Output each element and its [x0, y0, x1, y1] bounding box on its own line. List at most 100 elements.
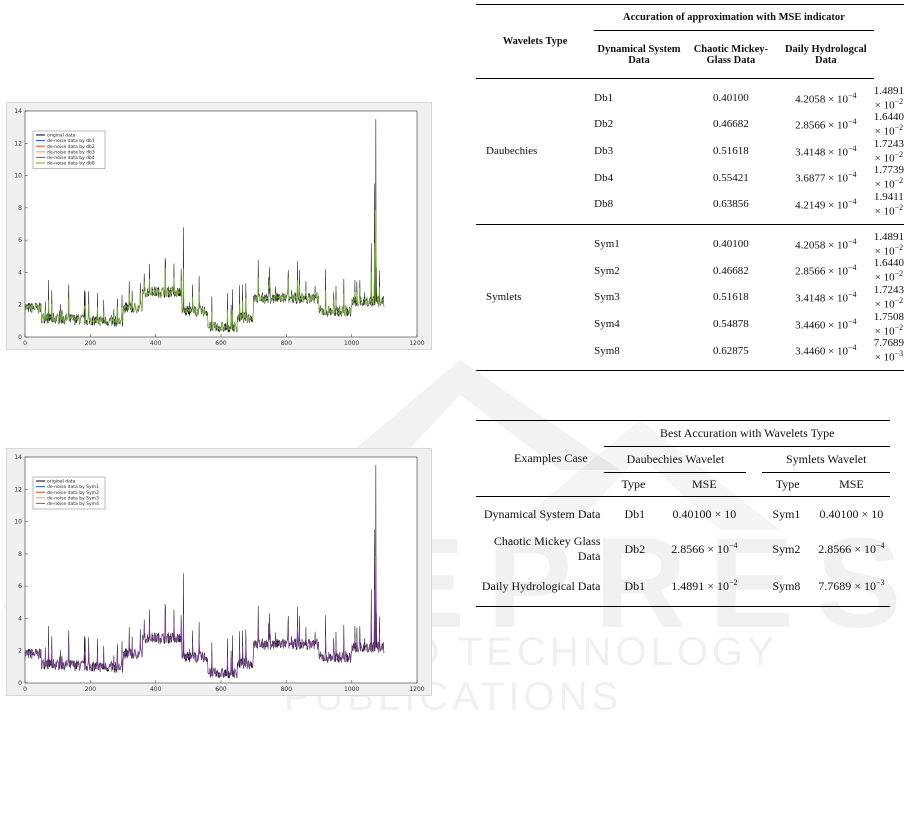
- table-row: Db8 0.63856 4.2149 × 10−4 1.9411 × 10−2: [476, 191, 904, 225]
- hydro-exponent: −2: [894, 203, 904, 213]
- denoise-data-line: [24, 210, 385, 332]
- x-tick-label: 200: [85, 686, 97, 693]
- chaotic-mse-cell: 4.2149 × 10−4: [777, 191, 874, 225]
- table-row: Dynamical System Data Db1 0.40100 × 10 Sym1…: [476, 497, 890, 532]
- chaotic-mse-cell: 2.8566 × 10−4: [795, 263, 857, 279]
- x-tick-label: 800: [281, 340, 293, 347]
- x-tick-label: 0: [23, 340, 27, 347]
- db-mse-cell: 0.40100 × 10: [672, 507, 737, 522]
- hydro-mse-cell: 1.7243 × 10−2: [873, 137, 904, 165]
- chaotic-mantissa: 4.2149: [795, 199, 826, 212]
- x-tick-label: 600: [215, 686, 227, 693]
- legend-entry: de-noise data by Sym3: [47, 495, 99, 501]
- plot-daubechies-svg: 0 200 400 600 800 1000 1200 0 2 4 6 8 10 12 14 original…: [14, 108, 424, 347]
- db-mse-exponent: −2: [729, 578, 738, 588]
- hydro-exponent: −2: [894, 269, 904, 279]
- header-symlets-wavelet: Symlets Wavelet: [762, 446, 890, 473]
- legend-entry: original data: [47, 133, 76, 139]
- table-row: Sym8 0.62875 3.4460 × 10−4 7.7689 × 10−3: [476, 337, 904, 372]
- dynamical-mse-cell: 0.46682: [713, 118, 749, 131]
- wavelet-type-cell: Db4: [594, 171, 614, 184]
- y-tick-label: 2: [18, 648, 22, 655]
- db-mse-cell: 2.8566 × 10−4: [671, 541, 738, 556]
- header-accuration: Accuration of approximation with MSE ind…: [594, 4, 874, 31]
- hydro-mantissa: 1.4891: [873, 84, 904, 97]
- chaotic-exponent: −4: [848, 143, 857, 153]
- sym-mse-mantissa: 2.8566: [818, 542, 852, 556]
- sym-mse-cell: 7.7689 × 10−3: [812, 566, 890, 607]
- table-row: Db4 0.55421 3.6877 × 10−4 1.7739 × 10−2: [476, 164, 904, 191]
- chaotic-mantissa: 4.2058: [795, 239, 826, 252]
- db-type-cell: Db1: [604, 566, 663, 607]
- wavelet-type-cell: Db8: [594, 191, 684, 225]
- chaotic-mantissa: 3.4460: [795, 319, 826, 332]
- y-tick-label: 6: [18, 237, 22, 244]
- sym-type-cell: Sym1: [772, 506, 801, 521]
- col-chaotic: Chaotic Mickey-Glass Data: [683, 30, 778, 79]
- hydro-exponent: −3: [894, 349, 904, 359]
- hydro-mantissa: 1.4891: [873, 230, 904, 243]
- db-type-cell: Db2: [624, 541, 646, 556]
- legend-entry: de-noise data by db4: [47, 155, 95, 161]
- y-tick-label: 8: [18, 551, 22, 558]
- table-row: Db3 0.51618 3.4148 × 10−4 1.7243 × 10−2: [476, 138, 904, 165]
- chaotic-mse-cell: 3.4148 × 10−4: [795, 143, 857, 159]
- chaotic-exponent: −4: [848, 343, 857, 353]
- hydro-mantissa: 1.7243: [873, 137, 904, 150]
- y-tick-label: 10: [14, 519, 22, 526]
- y-tick-label: 4: [18, 615, 22, 622]
- hydro-mantissa: 1.7508: [873, 310, 904, 323]
- x-tick-label: 0: [23, 686, 27, 693]
- db-mse-mantissa: 0.40100: [672, 507, 712, 522]
- sym-type-cell: Sym8: [762, 566, 813, 607]
- wavelet-type-cell: Sym3: [594, 291, 620, 304]
- table-row: Db2 0.46682 2.8566 × 10−4 1.6440 × 10−2: [476, 111, 904, 138]
- dynamical-mse-cell: 0.55421: [713, 171, 749, 184]
- hydro-exponent: −2: [894, 149, 904, 159]
- y-tick-label: 6: [18, 583, 22, 590]
- x-tick-label: 1200: [409, 340, 424, 347]
- chaotic-mantissa: 3.4148: [795, 292, 826, 305]
- chaotic-mantissa: 3.6877: [795, 173, 826, 186]
- y-tick-label: 8: [18, 205, 22, 212]
- y-tick-label: 12: [14, 486, 22, 493]
- chaotic-mse-cell: 3.4148 × 10−4: [795, 290, 857, 305]
- mse-approximation-table: Wavelets Type Accuration of approximatio…: [476, 4, 904, 372]
- y-tick-label: 0: [18, 680, 22, 687]
- example-case-cell: Daily Hydrological Data: [476, 566, 605, 607]
- chaotic-mantissa: 2.8566: [795, 266, 826, 279]
- sym-mse-cell: 2.8566 × 10−4: [818, 541, 885, 556]
- hydro-exponent: −2: [894, 123, 904, 133]
- hydro-mse-cell: 1.7508 × 10−2: [873, 310, 904, 338]
- y-tick-label: 0: [18, 334, 22, 341]
- legend-entry: de-noise data by db3: [47, 149, 95, 155]
- db-mse-mantissa: 2.8566: [671, 542, 705, 556]
- best-accuration-table: Examples Case Best Accuration with Wavel…: [476, 420, 890, 607]
- y-tick-label: 2: [18, 302, 22, 309]
- wavelet-type-cell: Db1: [594, 92, 614, 105]
- hydro-mse-cell: 1.4891 × 10−2: [873, 84, 904, 112]
- hydro-mse-cell: 1.4891 × 10−2: [873, 230, 904, 258]
- example-case-cell: Dynamical System Data: [483, 506, 601, 521]
- dynamical-mse-cell: 0.51618: [713, 145, 749, 158]
- wavelet-type-cell: Db3: [594, 145, 614, 158]
- hydro-mantissa: 1.9411: [873, 191, 904, 204]
- y-tick-label: 10: [14, 173, 22, 180]
- legend-box: [32, 130, 106, 169]
- sym-mse-mantissa: 7.7689: [818, 579, 852, 594]
- hydro-mantissa: 1.7243: [873, 284, 904, 297]
- chaotic-exponent: −4: [848, 290, 857, 300]
- dynamical-mse-cell: 0.46682: [713, 264, 749, 277]
- legend-entry: de-noise data by Sym1: [47, 484, 99, 490]
- chaotic-mse-cell: 3.4460 × 10−4: [795, 316, 857, 332]
- table-row: Sym3 0.51618 3.4148 × 10−4 1.7243 × 10−2: [476, 284, 904, 311]
- header-daubechies-wavelet: Daubechies Wavelet: [604, 446, 747, 473]
- sub-mse-sym: MSE: [812, 472, 890, 497]
- chaotic-exponent: −4: [848, 197, 857, 207]
- db-mse-exponent: −4: [729, 541, 738, 550]
- hydro-mantissa: 1.7739: [873, 164, 904, 177]
- x-tick-label: 400: [150, 340, 162, 347]
- x-tick-label: 200: [85, 340, 97, 347]
- chaotic-exponent: −4: [848, 316, 857, 326]
- wavelet-type-cell: Sym8: [594, 337, 684, 372]
